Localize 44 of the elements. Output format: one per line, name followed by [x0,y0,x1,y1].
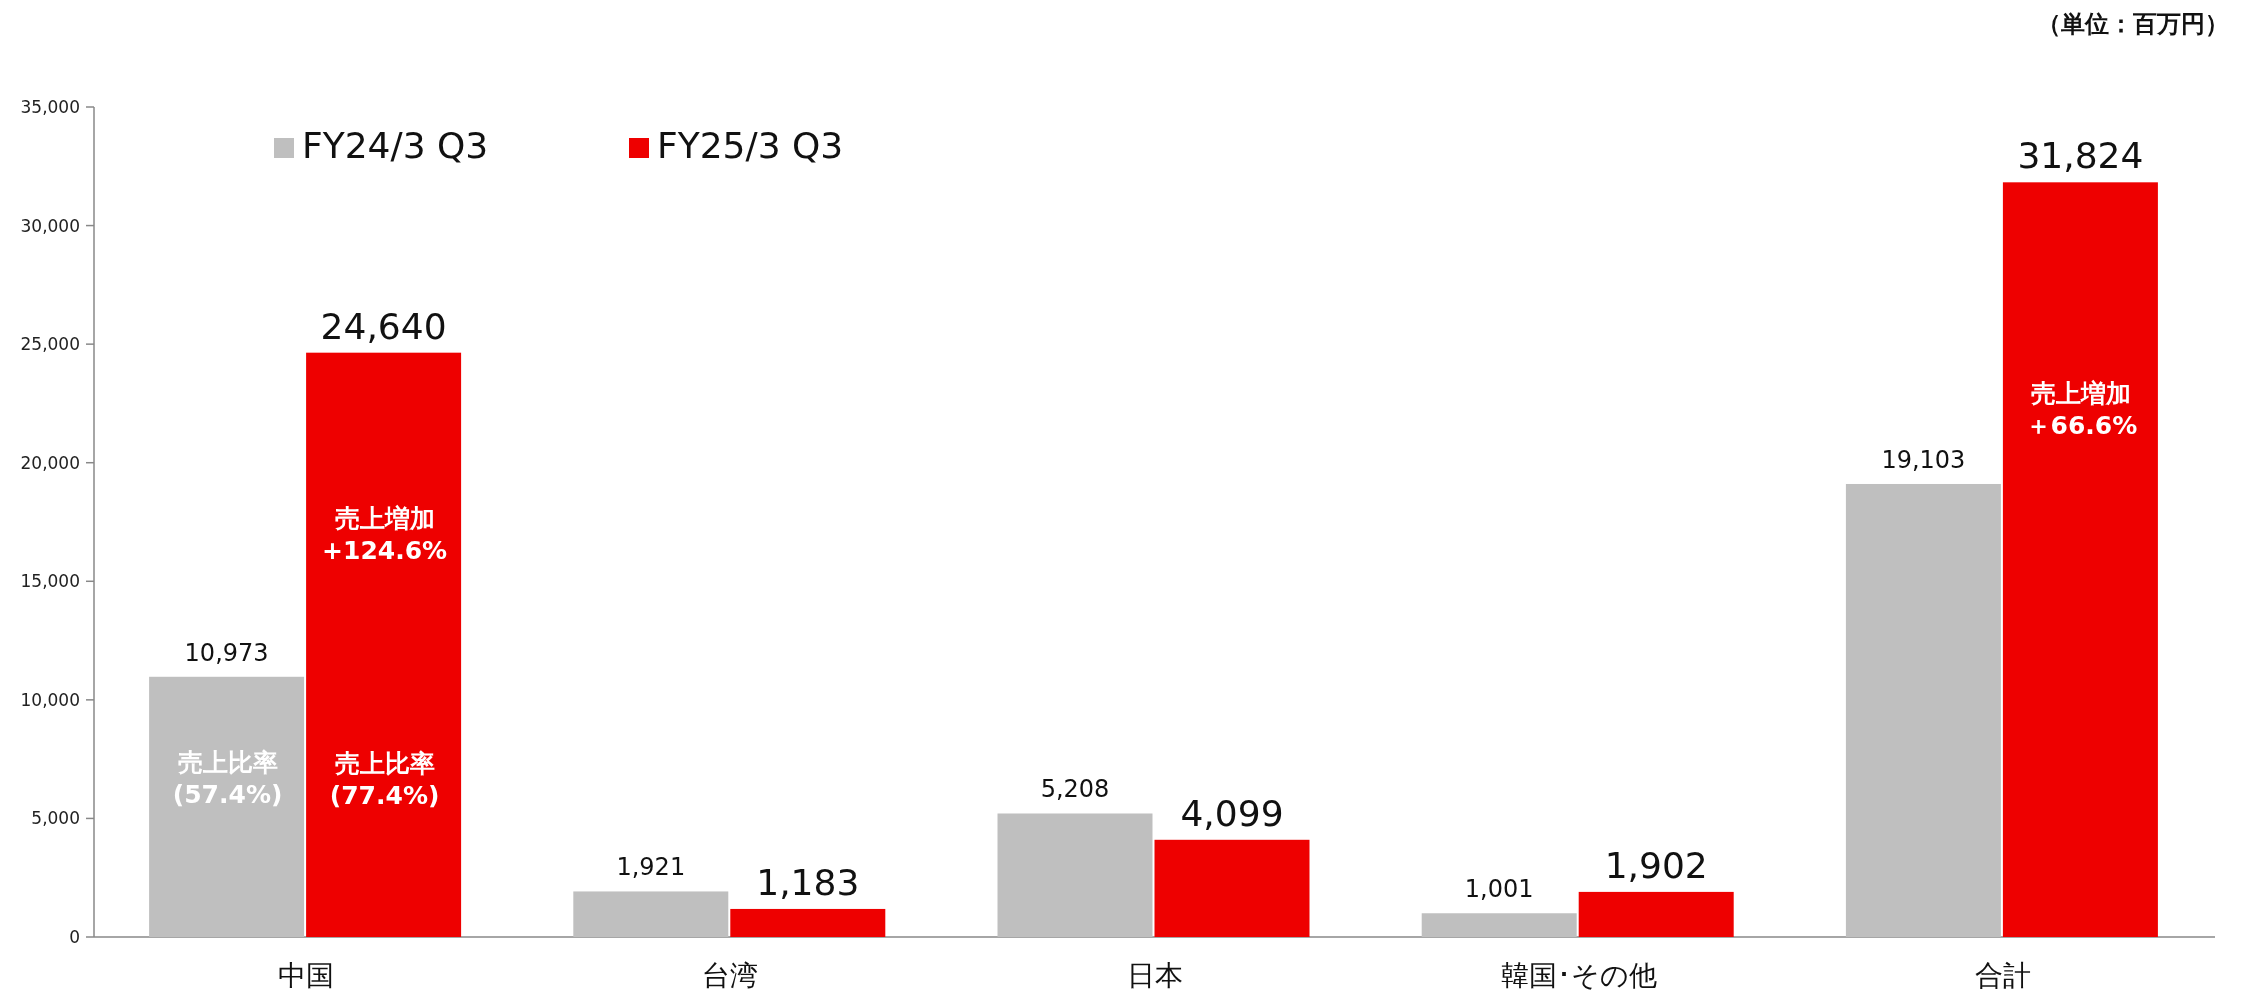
y-tick-label: 30,000 [20,215,80,236]
text: 5,208 [1040,775,1110,804]
annotation: ＋66.6% [2025,410,2138,440]
y-tick-label: 10,000 [20,689,80,710]
y-tick-label: 0 [69,927,80,947]
bar [573,891,729,937]
y-tick-label: 5,000 [31,808,80,829]
text: 10,973 [184,638,269,667]
annotation: 売上増加 [334,503,435,533]
y-tick-label: 15,000 [20,571,80,592]
annotation: 売上比率 [177,748,278,778]
x-tick-label: 日本 [1126,959,1183,992]
text: 1,001 [1464,875,1534,904]
text: 1,183 [756,861,860,903]
annotation: 売上比率 [334,749,435,779]
legend-label: FY24/3 Q3 [302,125,489,166]
bar [1578,891,1734,937]
text: （単位：百万円） [2037,10,2229,38]
bar [149,676,305,937]
bar [1154,839,1310,937]
y-tick-label: 35,000 [20,97,80,117]
text: 4,099 [1180,792,1284,834]
annotation: (77.4%) [329,781,440,811]
text: 1,902 [1604,844,1708,886]
text: 19,103 [1881,445,1966,474]
bar [1421,913,1577,937]
bar [1845,483,2001,937]
text: 24,640 [320,305,447,347]
text: 31,824 [2017,135,2144,177]
text: 1,921 [616,853,686,882]
annotation: (57.4%) [172,780,283,810]
x-tick-label: 台湾 [702,959,759,992]
bar [997,813,1153,937]
bar [730,908,886,937]
y-tick-label: 20,000 [20,452,80,473]
y-tick-label: 25,000 [20,334,80,355]
x-tick-label: 韓国･その他 [1500,959,1657,992]
x-tick-label: 合計 [1974,959,2031,992]
bar [306,352,462,937]
bar [2002,182,2158,937]
x-tick-label: 中国 [278,959,335,992]
annotation: 売上増加 [2031,378,2132,408]
legend-label: FY25/3 Q3 [657,125,844,166]
annotation: +124.6% [322,535,448,565]
